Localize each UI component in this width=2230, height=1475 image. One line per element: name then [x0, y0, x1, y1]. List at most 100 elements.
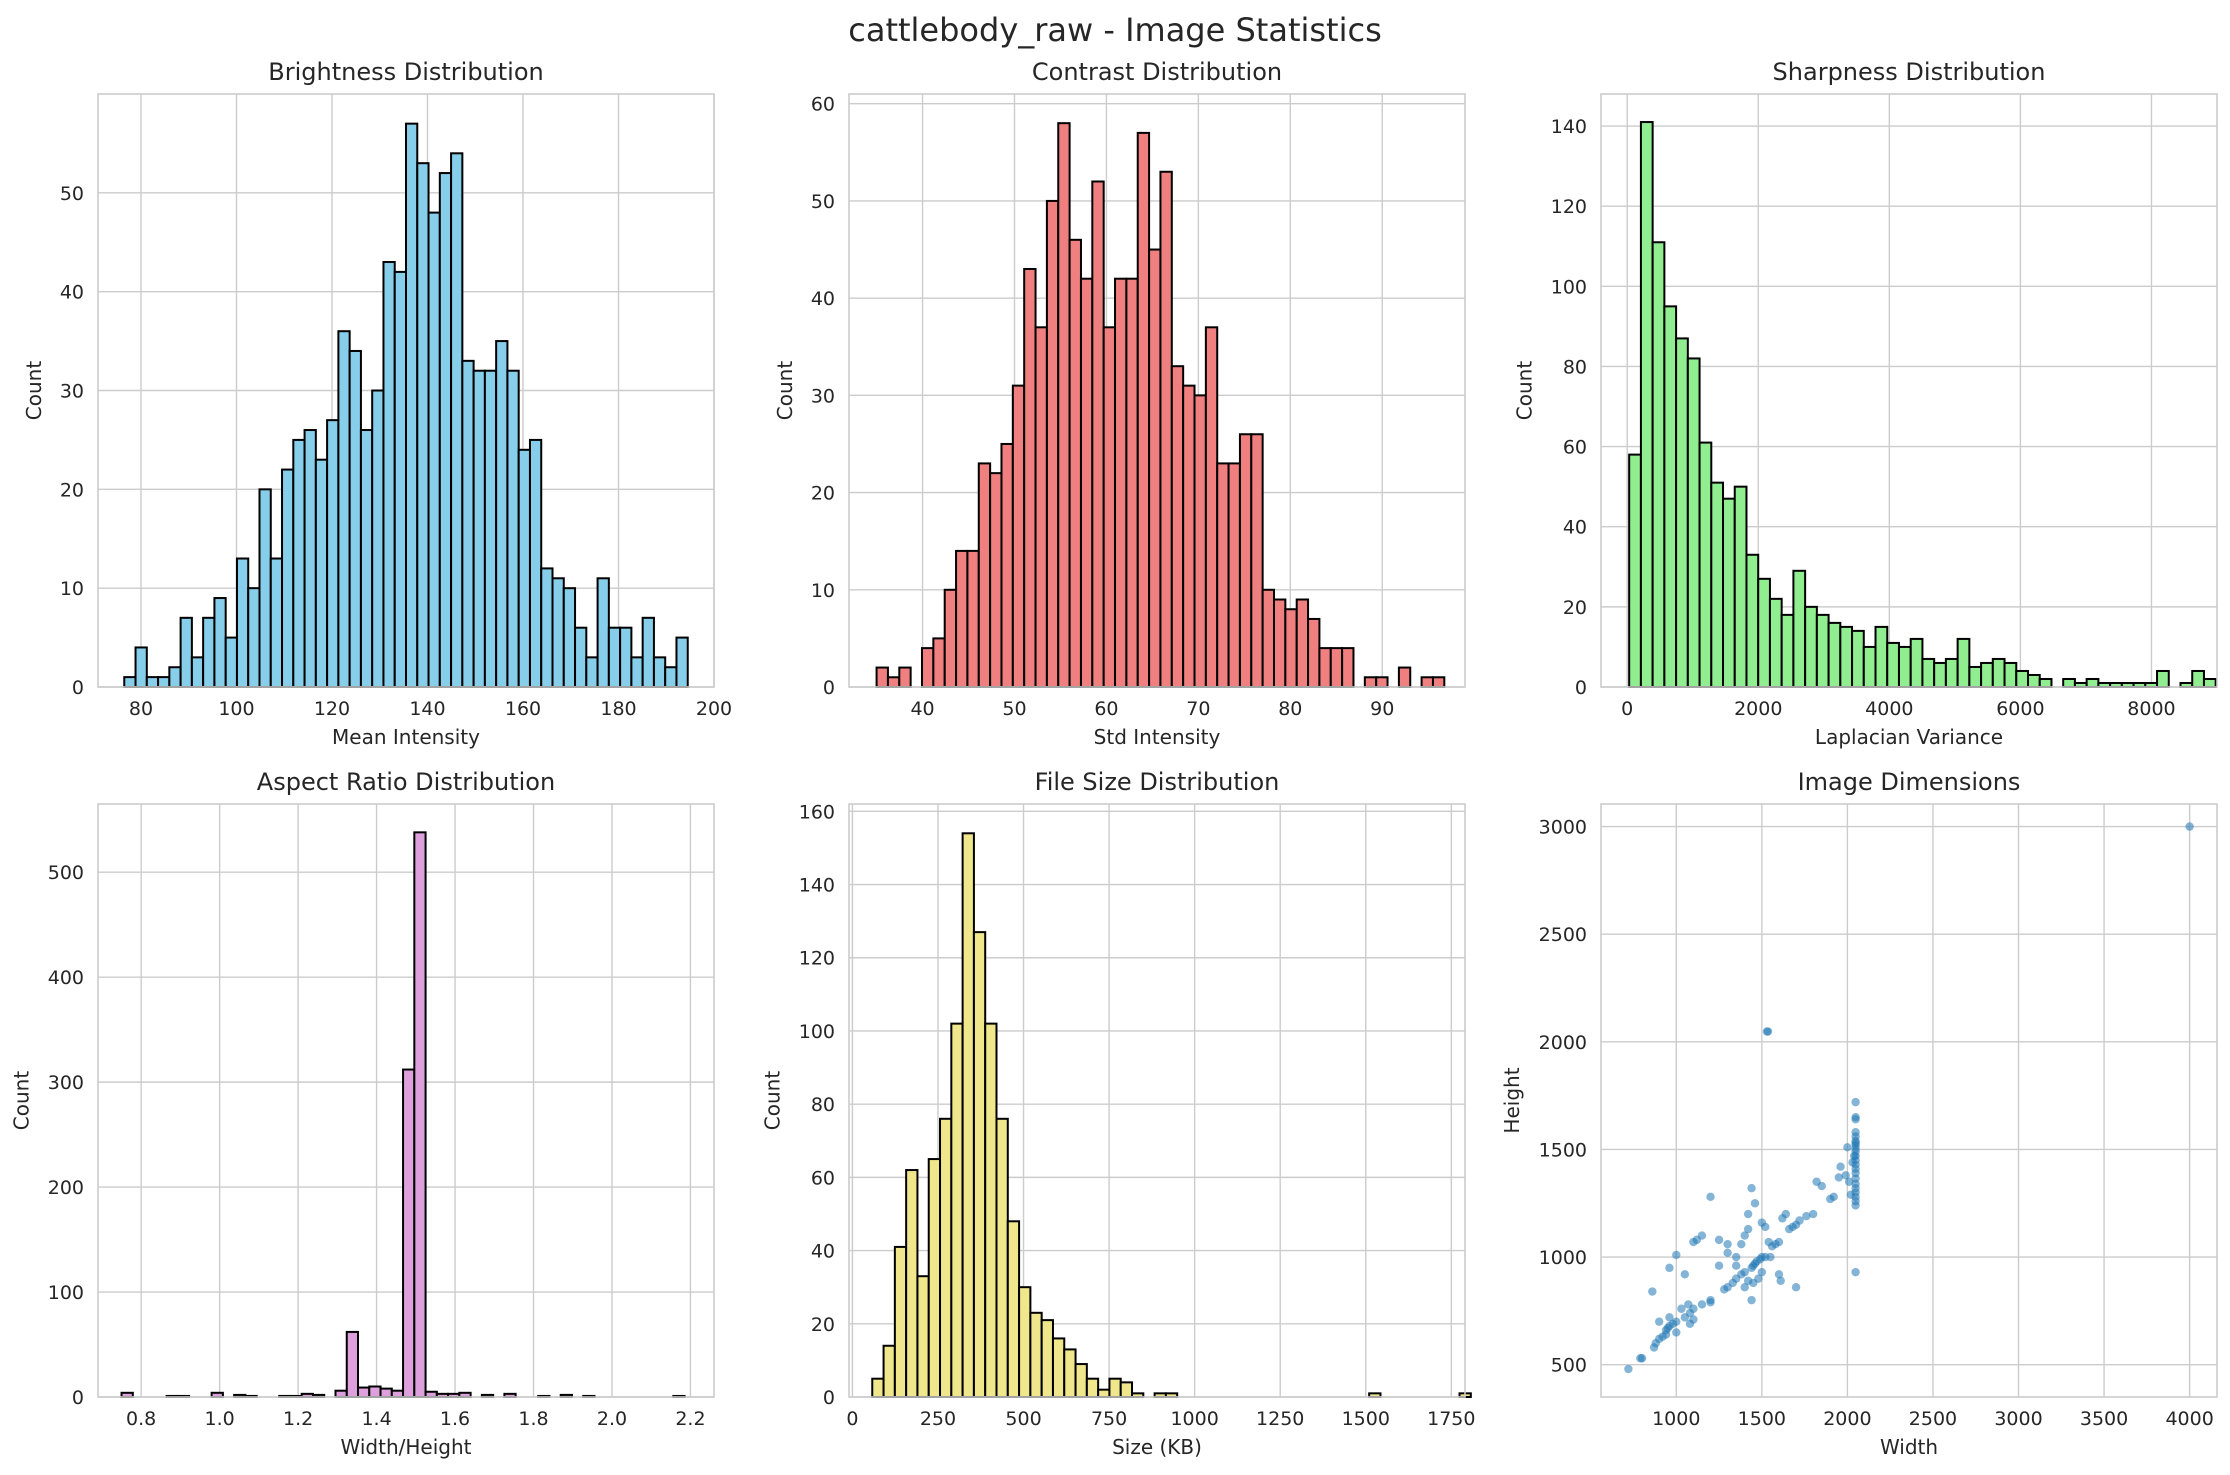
y-tick-label: 1500: [1539, 1139, 1587, 1161]
histogram-bar: [1108, 1377, 1122, 1398]
filesize-ylabel: Count: [761, 1071, 785, 1131]
histogram-bar: [258, 488, 272, 689]
histogram-bar: [345, 1330, 360, 1399]
histogram-bar: [359, 429, 374, 688]
x-tick-label: 200: [696, 698, 732, 720]
scatter-point: [1747, 1295, 1756, 1305]
histogram-bar: [368, 1385, 382, 1398]
aspect-frame: [97, 803, 715, 1398]
histogram-bar: [641, 616, 655, 688]
scatter-point: [1750, 1199, 1760, 1208]
histogram-bar: [1639, 121, 1654, 688]
histogram-bar: [1114, 277, 1128, 688]
y-tick-label: 0: [72, 1387, 84, 1409]
histogram-bar: [379, 1387, 393, 1398]
histogram-bar: [2202, 677, 2217, 689]
histogram-bar: [1018, 1286, 1032, 1398]
histogram-bar: [134, 646, 148, 689]
histogram-bar: [190, 656, 205, 688]
histogram-bar: [1051, 1337, 1066, 1399]
histogram-bar: [382, 261, 396, 688]
scatter-point: [1844, 1177, 1854, 1186]
histogram-bar: [955, 549, 969, 688]
histogram-bar: [1874, 625, 1889, 688]
histogram-bar: [882, 1344, 896, 1398]
histogram-bar: [1980, 661, 1994, 689]
histogram-bar: [179, 616, 193, 688]
scatter-point: [1846, 1190, 1856, 1199]
x-tick-label: 70: [1186, 698, 1210, 720]
y-tick-label: 2000: [1539, 1032, 1587, 1054]
scatter-point: [1672, 1250, 1681, 1260]
contrast-ylabel: Count: [773, 361, 797, 421]
scatter-point: [1826, 1194, 1835, 1204]
scatter-point: [1680, 1270, 1690, 1279]
histogram-bar: [1862, 645, 1877, 688]
histogram-bar: [1063, 1348, 1077, 1398]
histogram-bar: [905, 1169, 919, 1399]
y-tick-label: 50: [811, 191, 835, 213]
y-tick-label: 40: [811, 288, 835, 310]
y-tick-label: 100: [799, 1021, 835, 1043]
histogram-bar: [334, 1389, 348, 1398]
subplot-grid: 80 100 120 140 160 180 20001020304050Brightnes…: [10, 58, 2218, 1459]
histogram-bar: [2085, 677, 2100, 689]
x-tick-label: 1.6: [440, 1408, 470, 1430]
x-tick-label: 1000: [1652, 1408, 1700, 1430]
histogram-bar: [1204, 326, 1219, 688]
histogram-bar: [1097, 1388, 1111, 1398]
scatter-point: [1723, 1239, 1732, 1249]
histogram-bar: [303, 429, 317, 688]
histogram-bar: [371, 389, 385, 688]
histogram-bar: [1057, 122, 1071, 688]
scatter-point: [1774, 1270, 1784, 1279]
dimensions-gridlines: [1601, 804, 2217, 1397]
histogram-bar: [540, 567, 554, 689]
x-tick-label: 60: [1094, 698, 1118, 720]
histogram-bar: [528, 438, 543, 688]
x-tick-label: 6000: [1996, 698, 2044, 720]
contrast-frame: [848, 93, 1466, 688]
scatter-point: [1636, 1354, 1645, 1363]
scatter-point: [1706, 1298, 1715, 1307]
x-tick-label: 1000: [1170, 1408, 1218, 1430]
filesize-title: File Size Distribution: [1035, 768, 1280, 796]
histogram-bar: [1182, 384, 1196, 688]
histogram-bar: [450, 152, 464, 689]
contrast-title: Contrast Distribution: [1032, 58, 1282, 86]
histogram-bar: [1250, 433, 1264, 689]
y-tick-label: 500: [1551, 1355, 1587, 1377]
scatter-point: [1808, 1209, 1818, 1219]
histogram-bar: [1710, 481, 1725, 688]
histogram-bar: [562, 587, 577, 689]
histogram-bar: [1068, 238, 1082, 688]
histogram-bar: [357, 1386, 371, 1398]
x-tick-label: 1500: [1738, 1408, 1786, 1430]
y-tick-label: 40: [811, 1241, 835, 1263]
histogram-bar: [1295, 598, 1310, 688]
histogram-bar: [1420, 676, 1434, 688]
histogram-bar: [1363, 676, 1378, 688]
histogram-bar: [1780, 613, 1795, 688]
filesize-gridlines: [849, 804, 1465, 1398]
histogram-bar: [157, 676, 171, 688]
histogram-bar: [1307, 617, 1321, 688]
histogram-bar: [664, 666, 678, 689]
y-tick-label: 0: [823, 1387, 835, 1409]
histogram-bar: [348, 349, 362, 688]
x-tick-label: 8000: [2127, 698, 2175, 720]
y-tick-label: 3000: [1539, 817, 1587, 839]
x-tick-label: 140: [409, 698, 445, 720]
histogram-bar: [281, 468, 295, 689]
x-tick-label: 40: [910, 698, 934, 720]
aspect-title: Aspect Ratio Distribution: [257, 768, 555, 796]
histogram-bar: [1238, 433, 1253, 689]
y-tick-label: 140: [1551, 116, 1587, 138]
scatter-point: [1843, 1143, 1852, 1152]
histogram-bar: [145, 676, 160, 688]
scatter-point: [1841, 1171, 1850, 1180]
scatter-point: [1848, 1158, 1857, 1167]
x-tick-label: 1.4: [361, 1408, 391, 1430]
histogram-bar: [1804, 605, 1818, 688]
